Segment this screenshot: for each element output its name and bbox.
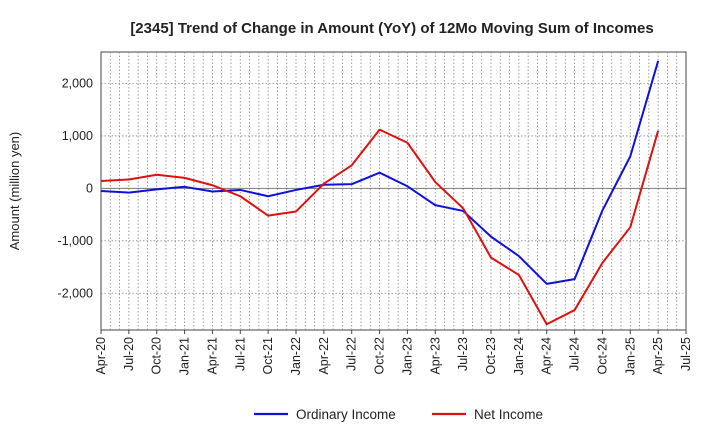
x-tick-label: Jan-23 [400,337,414,375]
x-tick-label: Apr-24 [540,337,554,375]
x-tick-label: Jul-23 [456,337,470,371]
chart-title: [2345] Trend of Change in Amount (YoY) o… [130,20,653,37]
x-tick-label: Apr-21 [205,337,219,375]
legend: Ordinary Income Net Income [254,407,543,422]
x-tick-label: Oct-23 [484,337,498,375]
x-tick-label: Apr-22 [317,337,331,375]
x-tick-label: Jan-22 [289,337,303,375]
x-tick-label: Jul-25 [679,337,693,371]
x-tick-label: Jul-22 [345,337,359,371]
x-tick-label: Jan-24 [512,337,526,375]
y-tick-label: 1,000 [62,129,93,143]
x-tick-label: Oct-24 [595,337,609,375]
plot-area: 2,000 1,000 0 -1,000 -2,000 Apr-20 Jul-20 Oct-2… [58,51,693,375]
y-axis-label: Amount (million yen) [7,132,22,251]
plot-frame [100,51,687,331]
x-tick-label: Apr-20 [94,337,108,375]
legend-label: Net Income [474,407,543,422]
x-tick-label: Jul-20 [122,337,136,371]
x-tick-label: Oct-20 [150,337,164,375]
y-tick-label: -2,000 [58,286,93,300]
y-tick-label: 0 [86,181,93,195]
x-tick-label: Apr-23 [428,337,442,375]
series-line-net-income [100,128,660,326]
x-tick-label: Jan-25 [623,337,637,375]
legend-label: Ordinary Income [296,407,396,422]
x-tick-label: Jan-21 [178,337,192,375]
y-tick-label: -1,000 [58,234,93,248]
x-tick-label: Apr-25 [651,337,665,375]
y-tick-label: 2,000 [62,76,93,90]
x-tick-label: Oct-21 [261,337,275,375]
x-tick-label: Oct-22 [373,337,387,375]
x-tick-label: Jul-24 [568,337,582,371]
x-tick-label: Jul-21 [233,337,247,371]
series-line-ordinary-income [100,60,660,285]
